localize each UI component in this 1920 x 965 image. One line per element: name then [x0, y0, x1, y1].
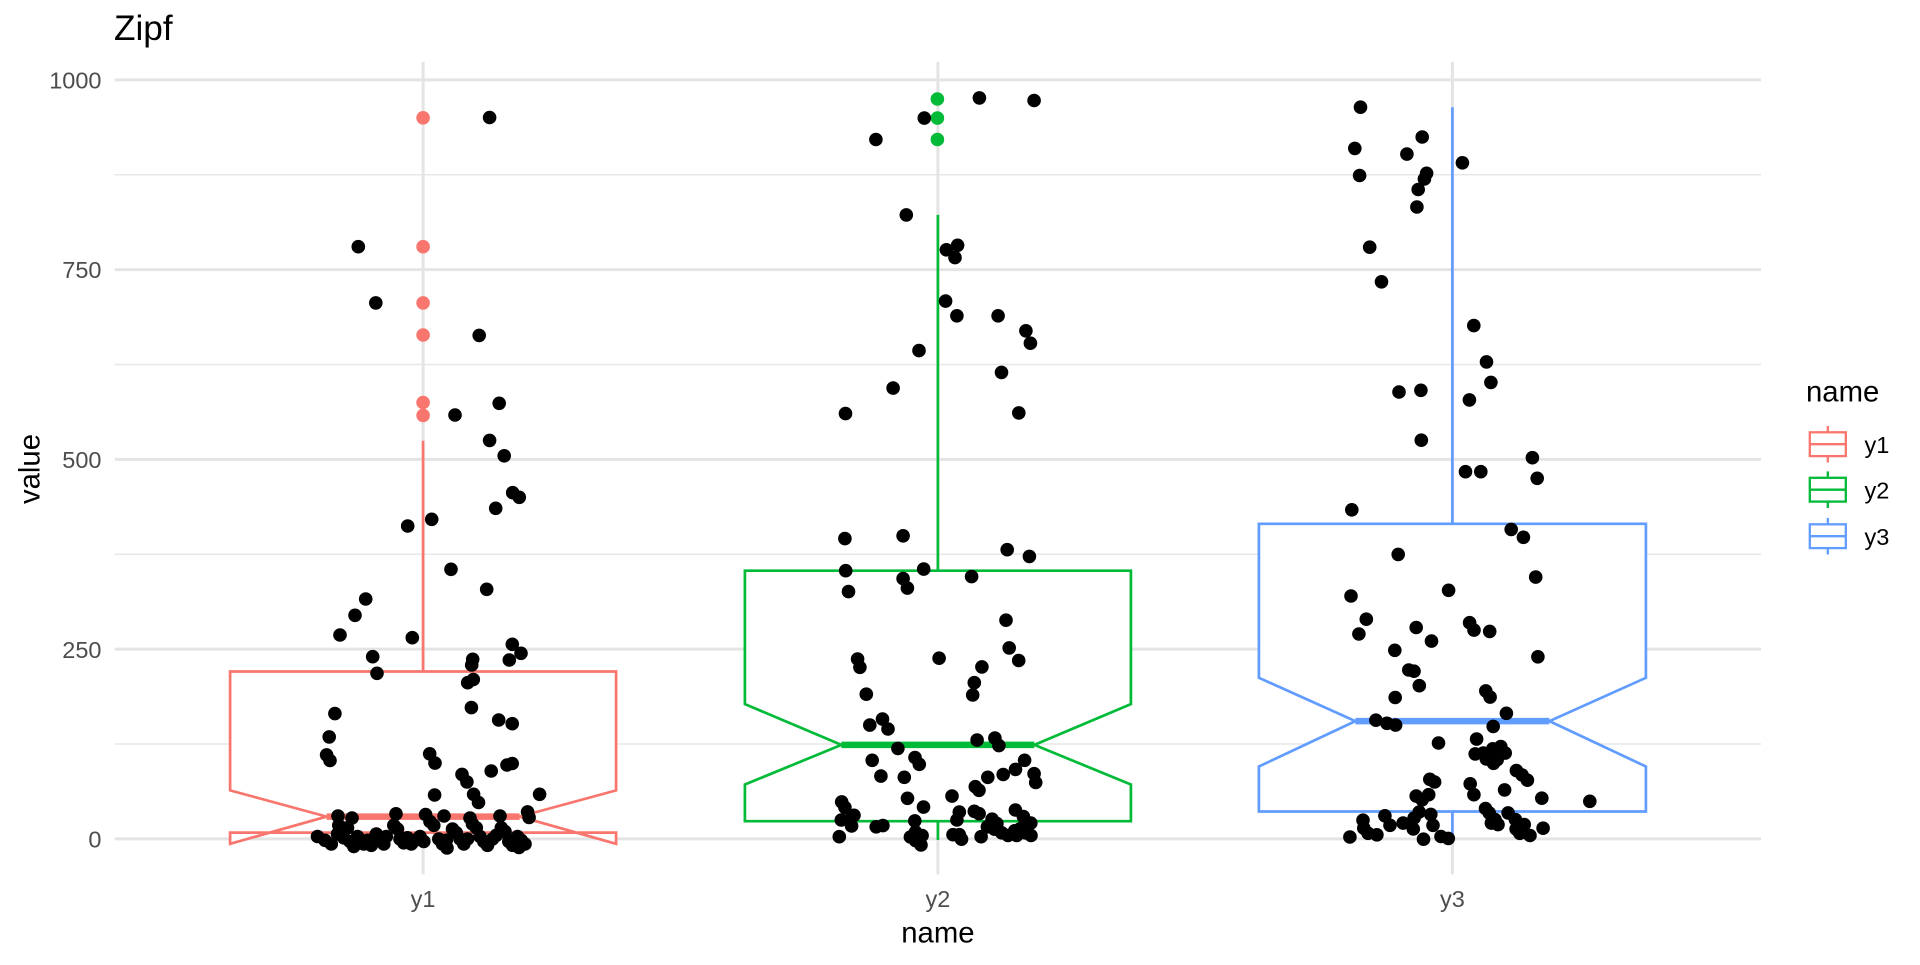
- svg-text:0: 0: [88, 827, 101, 853]
- svg-text:y3: y3: [1440, 886, 1465, 912]
- svg-text:y1: y1: [411, 886, 436, 912]
- svg-text:y3: y3: [1865, 524, 1890, 550]
- svg-text:y2: y2: [1865, 478, 1890, 504]
- svg-text:name: name: [901, 916, 974, 949]
- svg-text:value: value: [13, 434, 46, 504]
- svg-text:250: 250: [62, 637, 101, 663]
- svg-text:Zipf: Zipf: [114, 9, 173, 48]
- svg-text:y1: y1: [1865, 432, 1890, 458]
- svg-text:1000: 1000: [49, 68, 101, 94]
- svg-text:750: 750: [62, 257, 101, 283]
- svg-text:500: 500: [62, 447, 101, 473]
- svg-text:y2: y2: [925, 886, 950, 912]
- svg-text:name: name: [1806, 376, 1879, 409]
